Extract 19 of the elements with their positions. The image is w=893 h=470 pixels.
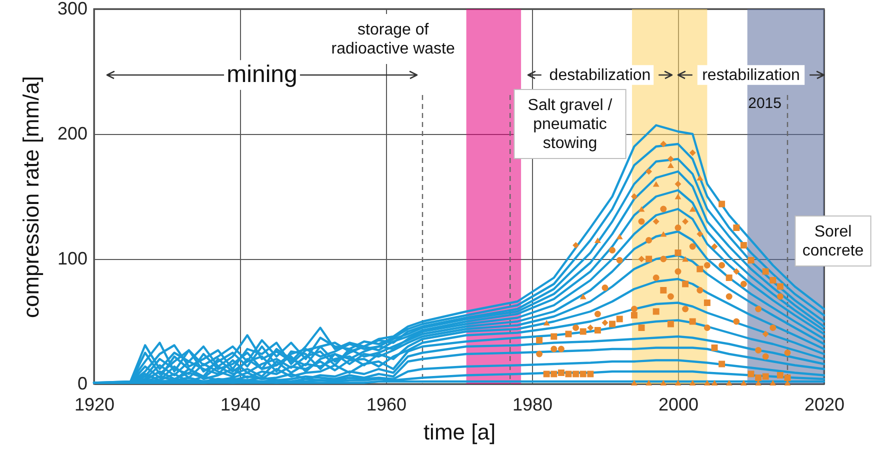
x-tick-label: 1960 bbox=[366, 394, 407, 414]
x-tick-label: 1920 bbox=[74, 394, 115, 414]
annotation: restabilization bbox=[702, 67, 800, 84]
band-label: Sorel concrete bbox=[802, 224, 864, 260]
ref-line-label: 2015 bbox=[748, 95, 782, 112]
y-tick-label: 200 bbox=[57, 124, 88, 144]
x-axis-title: time [a] bbox=[423, 420, 496, 444]
band-label: storage of radioactive waste bbox=[331, 22, 456, 58]
annotation: mining bbox=[226, 61, 298, 88]
y-tick-label: 100 bbox=[57, 248, 88, 268]
x-tick-label: 1980 bbox=[512, 394, 553, 414]
annotation: destabilization bbox=[549, 67, 651, 84]
x-tick-label: 2020 bbox=[804, 394, 845, 414]
y-tick-label: 300 bbox=[57, 0, 88, 18]
x-tick-label: 2000 bbox=[658, 394, 699, 414]
band-label: Salt gravel / pneumatic stowing bbox=[528, 97, 613, 152]
y-tick-label: 0 bbox=[77, 374, 88, 394]
y-axis-title: compression rate [mm/a] bbox=[18, 76, 44, 318]
x-tick-label: 1940 bbox=[220, 394, 261, 414]
